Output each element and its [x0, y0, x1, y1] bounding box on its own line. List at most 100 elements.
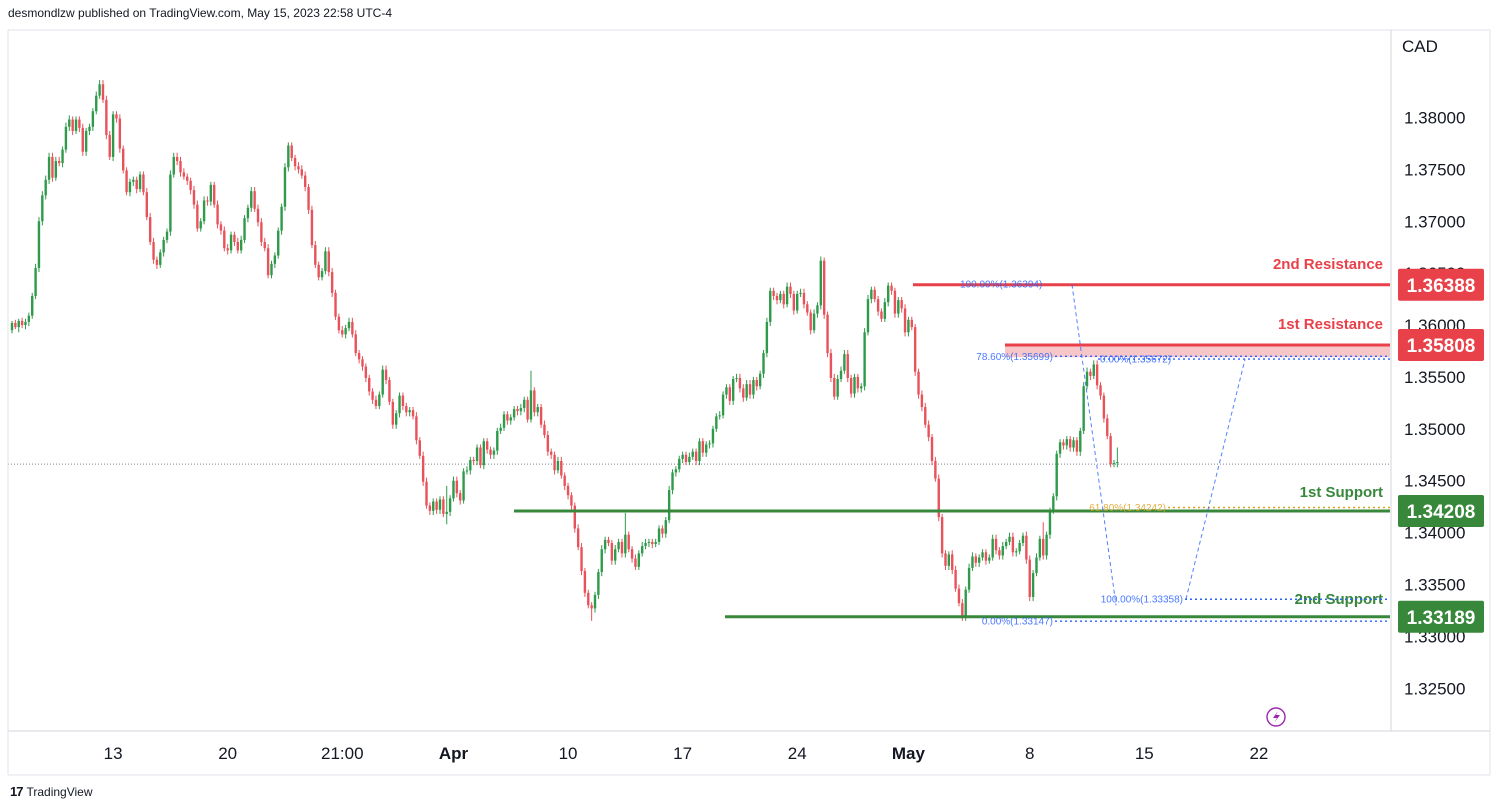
candle-body: [337, 316, 341, 331]
candle-body: [280, 206, 283, 231]
candle-body: [91, 111, 95, 127]
candle-body: [330, 272, 334, 293]
candle-body: [920, 394, 924, 408]
candle-body: [597, 572, 600, 595]
candle-body: [78, 119, 81, 128]
candle-body: [1008, 536, 1011, 542]
candle-body: [506, 414, 509, 421]
candle-body: [560, 461, 563, 476]
candle-body: [357, 353, 361, 360]
candle-body: [600, 549, 603, 573]
candle-body: [314, 245, 317, 265]
candle-body: [189, 180, 192, 191]
candle-body: [833, 377, 836, 397]
candle-body: [256, 208, 260, 223]
candle-body: [1028, 559, 1031, 597]
candle-body: [213, 184, 216, 205]
price-badge: [1398, 268, 1484, 301]
candle-body: [1079, 430, 1082, 452]
candle-body: [603, 539, 607, 550]
candle-body: [496, 430, 499, 451]
candle-body: [533, 390, 536, 413]
candle-body: [566, 485, 570, 496]
candle-body: [661, 528, 664, 534]
price-badge-text: 1.36388: [1407, 276, 1476, 297]
candle-body: [277, 230, 280, 256]
candle-body: [826, 314, 829, 354]
candle-body: [10, 322, 14, 331]
candle-body: [721, 394, 725, 416]
candle-body: [526, 399, 529, 420]
candle-body: [34, 267, 37, 296]
candle-body: [779, 293, 782, 301]
candle-body: [125, 170, 128, 193]
candle-body: [1048, 510, 1052, 535]
candle-body: [984, 552, 988, 561]
fib-label: 0.00%(1.33147): [982, 617, 1053, 628]
candle-body: [860, 386, 863, 389]
candle-body: [806, 304, 809, 313]
candle-body: [792, 293, 796, 311]
candle-body: [71, 119, 74, 131]
candle-body: [132, 179, 135, 182]
candle-body: [81, 127, 84, 152]
candle-body: [1106, 418, 1109, 437]
candle-body: [991, 538, 994, 558]
candle-body: [870, 289, 873, 300]
candle-body: [782, 293, 785, 305]
candle-body: [738, 377, 742, 389]
candle-body: [293, 157, 297, 167]
candle-body: [934, 461, 937, 479]
candle-body: [654, 541, 657, 545]
candle-body: [445, 511, 448, 514]
candle-body: [418, 440, 421, 456]
candle-body: [674, 469, 678, 473]
lightning-icon[interactable]: [1266, 707, 1286, 727]
candle-body: [620, 541, 624, 554]
y-tick-label: 1.34500: [1404, 472, 1465, 491]
candle-body: [175, 156, 179, 162]
candle-body: [924, 407, 927, 425]
axes-layer: CAD1.385001.380001.375001.370001.365001.…: [7, 29, 1491, 776]
candle-body: [647, 541, 651, 543]
brand-name: TradingView: [26, 784, 93, 799]
candle-body: [775, 295, 779, 301]
candle-body: [368, 377, 371, 392]
candle-body: [502, 414, 506, 428]
candle-body: [84, 130, 88, 152]
candle-body: [27, 315, 31, 322]
candle-body: [705, 444, 708, 453]
candle-body: [853, 376, 856, 394]
level-label: 2nd Support: [1295, 591, 1383, 608]
candle-body: [967, 567, 971, 590]
candle-body: [246, 207, 250, 219]
candle-body: [186, 176, 189, 181]
candle-body: [640, 546, 644, 554]
candle-body: [253, 191, 256, 209]
candle-body: [388, 380, 391, 402]
resistance-zone-layer: [1005, 344, 1390, 358]
candle-body: [398, 395, 401, 414]
candle-body: [974, 556, 978, 563]
candle-body: [644, 542, 647, 547]
candle-body: [74, 119, 78, 131]
candle-body: [994, 538, 998, 551]
candle-body: [226, 248, 229, 251]
candle-body: [940, 517, 944, 554]
candle-body: [300, 169, 304, 176]
candle-body: [573, 505, 576, 529]
candle-body: [243, 218, 246, 240]
candle-body: [438, 499, 442, 510]
candle-body: [1112, 463, 1116, 465]
fib-label: 78.60%(1.35699): [976, 352, 1053, 363]
candle-body: [930, 437, 934, 461]
candle-body: [459, 493, 462, 501]
candle-body: [492, 450, 496, 455]
candle-body: [742, 388, 745, 398]
candle-body: [105, 99, 108, 136]
candle-body: [371, 391, 374, 400]
candle-body: [1075, 440, 1079, 452]
fib-label: 100.00%(1.36394): [960, 280, 1042, 291]
candle-body: [593, 594, 597, 609]
